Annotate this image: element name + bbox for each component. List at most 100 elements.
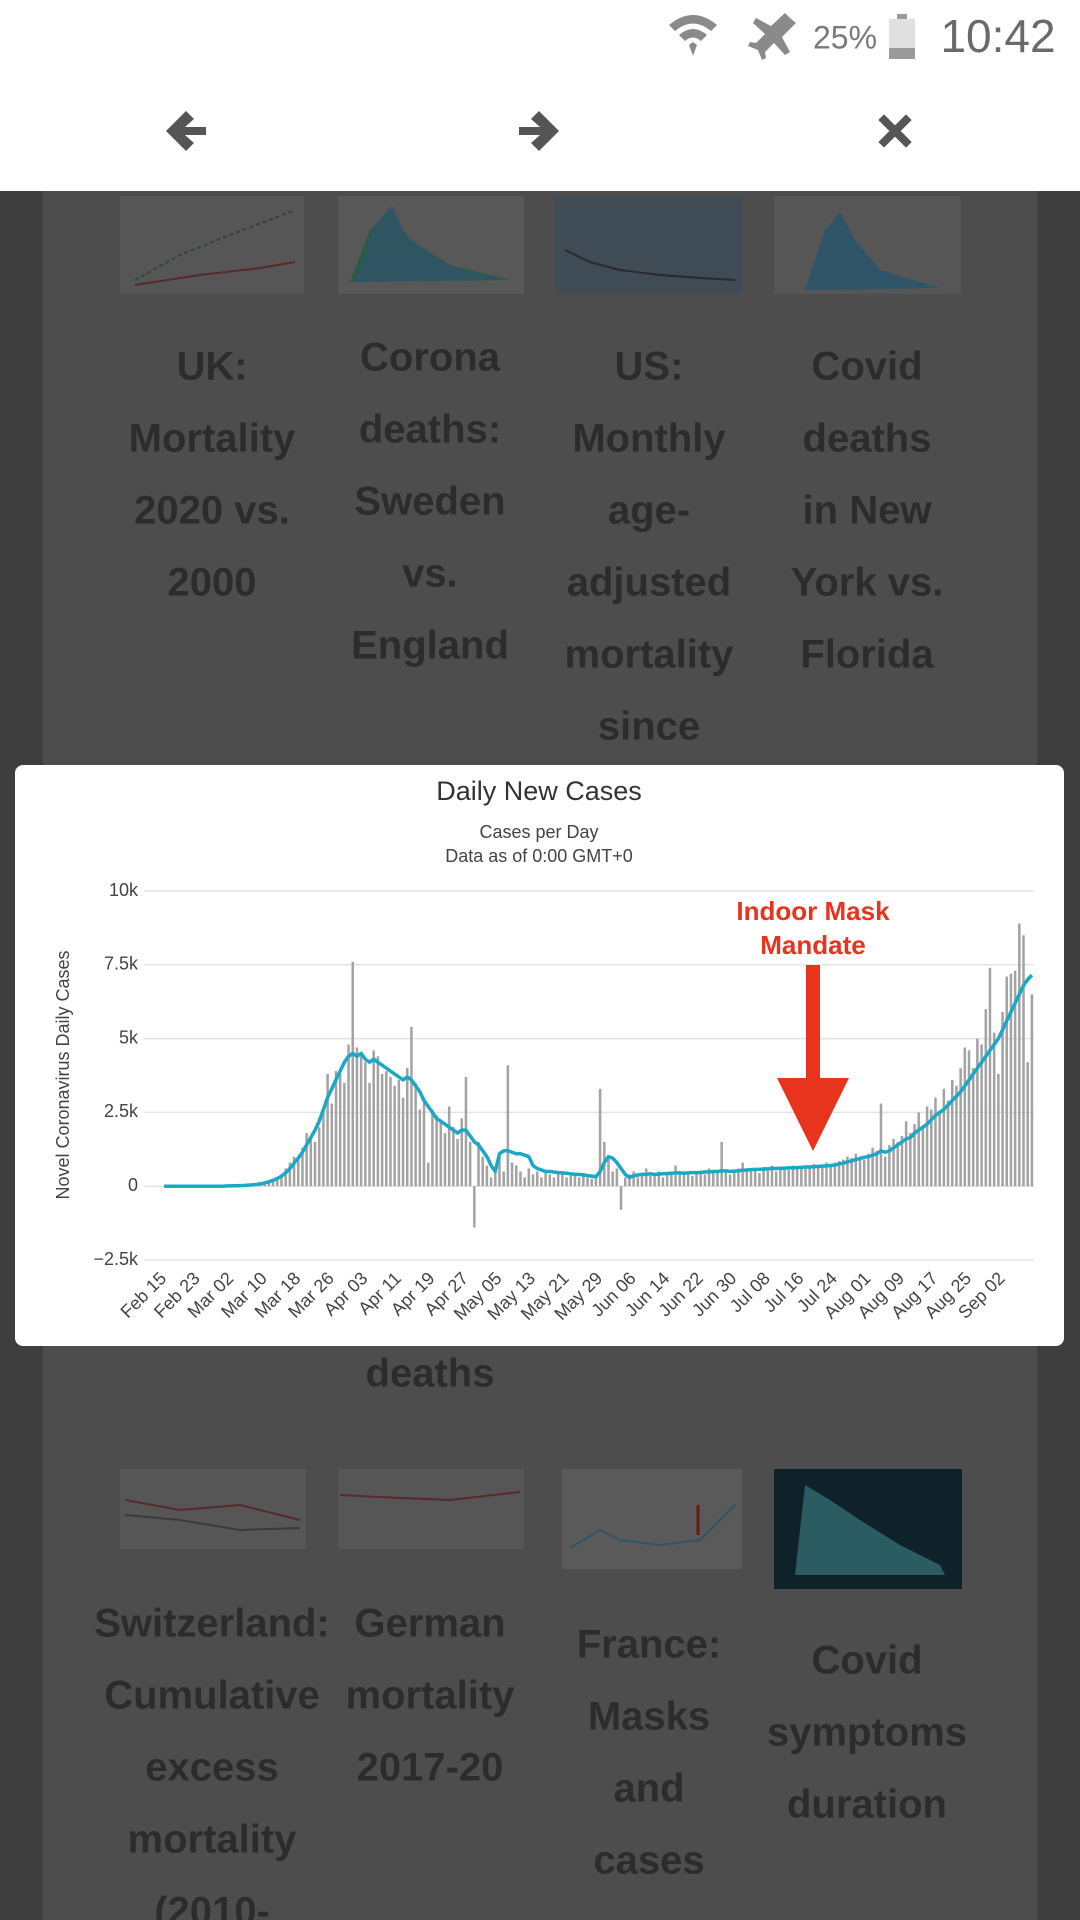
bar <box>695 1172 698 1187</box>
bar <box>925 1106 929 1187</box>
thumbnail[interactable] <box>774 1469 962 1589</box>
bar <box>678 1172 682 1187</box>
bar <box>963 1047 967 1187</box>
bar <box>598 1088 602 1187</box>
bar <box>410 1026 413 1187</box>
caption-line: vs. <box>402 552 458 596</box>
line <box>164 973 1034 1188</box>
bar <box>942 1088 946 1187</box>
thumbnail[interactable] <box>338 1469 524 1549</box>
bar <box>980 1044 983 1187</box>
forward-button[interactable] <box>519 111 559 151</box>
bar <box>795 1168 799 1187</box>
close-button[interactable] <box>878 114 912 148</box>
thumbnail[interactable] <box>338 196 524 294</box>
bar <box>355 1047 359 1187</box>
bar <box>301 1147 304 1187</box>
bar <box>330 1103 334 1187</box>
caption-line: UK: <box>176 345 247 389</box>
bar <box>623 1177 627 1187</box>
bar <box>494 1168 497 1187</box>
bar <box>607 1156 610 1187</box>
bar <box>783 1168 786 1187</box>
bar <box>364 1062 367 1187</box>
back-button[interactable] <box>166 111 206 151</box>
bar <box>665 1174 669 1187</box>
bar <box>703 1174 707 1187</box>
bar <box>389 1076 392 1187</box>
y-tick-label: −2.5k <box>93 1249 139 1269</box>
bar <box>485 1165 489 1187</box>
bar <box>753 1168 757 1187</box>
bar <box>950 1079 954 1187</box>
caption-line: excess <box>145 1746 278 1790</box>
thumbnail[interactable] <box>562 1469 742 1569</box>
bar <box>385 1071 388 1187</box>
bar <box>443 1133 447 1187</box>
bar <box>707 1168 711 1187</box>
bar <box>728 1174 732 1187</box>
caption-line: deaths <box>803 417 932 461</box>
bar <box>422 1097 426 1187</box>
thumbnail[interactable] <box>555 196 742 294</box>
bar <box>510 1162 514 1187</box>
bar <box>825 1162 828 1187</box>
bar <box>892 1138 895 1187</box>
bar <box>674 1165 677 1187</box>
bar <box>1005 976 1009 1187</box>
bar <box>821 1165 824 1187</box>
caption-line: mortality <box>128 1818 298 1862</box>
annotation-arrow <box>777 1078 849 1151</box>
bar <box>351 961 355 1187</box>
bar <box>452 1127 455 1187</box>
bar <box>787 1169 791 1187</box>
caption-line: 2000 <box>168 561 257 605</box>
bar <box>976 1038 979 1187</box>
bar <box>850 1158 853 1187</box>
bar <box>460 1118 464 1187</box>
bar <box>741 1162 744 1187</box>
bar <box>649 1175 652 1187</box>
bar <box>808 1168 811 1187</box>
caption-line: and <box>613 1767 684 1811</box>
y-tick-label: 2.5k <box>104 1101 139 1121</box>
bar <box>875 1150 879 1187</box>
thumbnail[interactable] <box>120 196 304 294</box>
caption-line: Mortality <box>129 417 296 461</box>
bar <box>552 1177 556 1187</box>
caption-line: in New <box>803 489 933 533</box>
bar <box>535 1171 539 1187</box>
bar <box>292 1156 296 1187</box>
bar <box>841 1159 845 1187</box>
thumbnail[interactable] <box>774 196 961 294</box>
annotation-arrow <box>806 965 820 1080</box>
bar <box>917 1112 920 1187</box>
bar <box>569 1174 573 1187</box>
bar <box>800 1167 803 1187</box>
bar <box>305 1133 308 1187</box>
chart-title: Daily New Cases <box>436 776 642 806</box>
status-bar <box>0 0 1080 76</box>
bar <box>561 1174 564 1187</box>
bar <box>317 1127 321 1187</box>
caption-line: Covid <box>811 1639 922 1683</box>
caption-line: France: <box>577 1623 722 1667</box>
caption-line: US: <box>615 345 684 389</box>
lightbox <box>15 765 1064 1346</box>
bar <box>280 1174 283 1187</box>
bar <box>313 1141 317 1187</box>
caption-line: symptoms <box>767 1711 967 1755</box>
bar <box>271 1178 275 1187</box>
bar <box>489 1177 493 1187</box>
caption-line: Corona <box>360 336 501 380</box>
bar <box>456 1138 459 1187</box>
bar <box>1026 1062 1029 1187</box>
bar <box>862 1159 866 1187</box>
bar <box>544 1171 547 1187</box>
battery-percent: 25% <box>813 19 877 55</box>
bar <box>984 1009 988 1187</box>
bar <box>426 1162 430 1187</box>
thumbnail[interactable] <box>120 1469 306 1549</box>
bar <box>439 1121 443 1187</box>
